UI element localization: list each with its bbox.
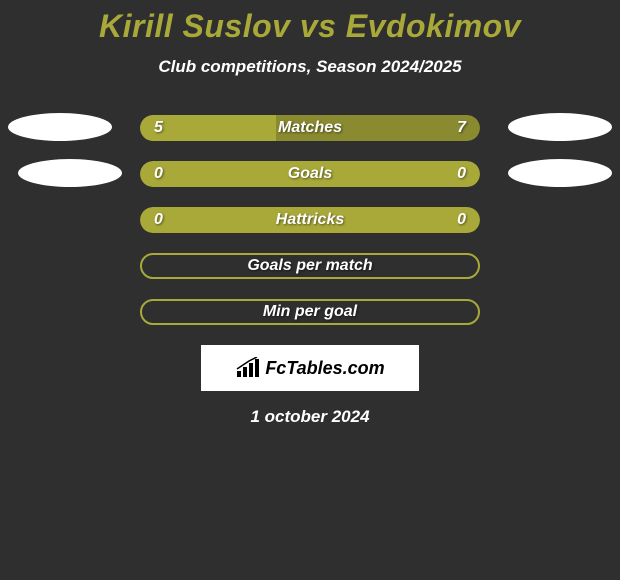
stat-bar-outline: Min per goal <box>140 299 480 325</box>
stat-row-min-per-goal: Min per goal <box>140 299 480 325</box>
stat-label: Min per goal <box>263 303 357 321</box>
stat-bar: 5 Matches 7 <box>140 115 480 141</box>
stat-bar: 0 Hattricks 0 <box>140 207 480 233</box>
logo-text: FcTables.com <box>265 358 384 379</box>
stat-bar: 0 Goals 0 <box>140 161 480 187</box>
stat-left-value: 0 <box>154 165 163 183</box>
stat-label: Hattricks <box>276 211 344 229</box>
stat-bar-outline: Goals per match <box>140 253 480 279</box>
subtitle: Club competitions, Season 2024/2025 <box>0 57 620 77</box>
stats-area: 5 Matches 7 0 Goals 0 0 Hattricks 0 <box>0 115 620 427</box>
stat-row-matches: 5 Matches 7 <box>140 115 480 141</box>
player-right-shape-2 <box>508 159 612 187</box>
logo-box: FcTables.com <box>201 345 419 391</box>
stat-right-value: 0 <box>457 165 466 183</box>
stat-right-value: 7 <box>457 119 466 137</box>
stat-left-value: 0 <box>154 211 163 229</box>
stat-row-goals-per-match: Goals per match <box>140 253 480 279</box>
logo: FcTables.com <box>235 357 384 379</box>
stat-left-value: 5 <box>154 119 163 137</box>
date-line: 1 october 2024 <box>0 407 620 427</box>
player-left-shape-2 <box>18 159 122 187</box>
page-title: Kirill Suslov vs Evdokimov <box>0 8 620 45</box>
stat-row-goals: 0 Goals 0 <box>140 161 480 187</box>
stat-label: Goals per match <box>247 257 372 275</box>
player-left-shape-1 <box>8 113 112 141</box>
stat-row-hattricks: 0 Hattricks 0 <box>140 207 480 233</box>
stat-right-value: 0 <box>457 211 466 229</box>
stat-label: Matches <box>278 119 342 137</box>
stat-label: Goals <box>288 165 332 183</box>
comparison-infographic: Kirill Suslov vs Evdokimov Club competit… <box>0 0 620 427</box>
player-right-shape-1 <box>508 113 612 141</box>
bar-chart-icon <box>235 357 261 379</box>
